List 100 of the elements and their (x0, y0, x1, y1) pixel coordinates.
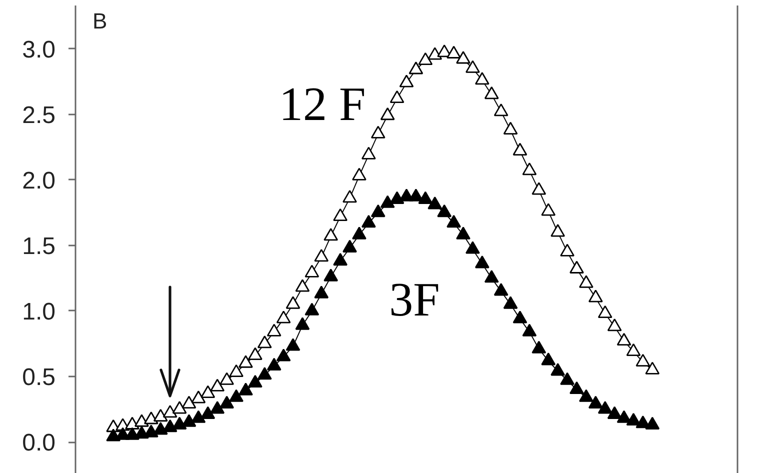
point (512, 310, 528, 324)
point (342, 190, 357, 203)
point (532, 182, 546, 195)
point (238, 382, 253, 396)
point (342, 240, 357, 252)
point (352, 226, 366, 240)
point (295, 279, 310, 292)
point (446, 214, 461, 228)
point (428, 47, 442, 60)
point (541, 203, 556, 216)
point (370, 126, 386, 138)
point (153, 422, 168, 435)
point (503, 296, 518, 309)
point (484, 86, 499, 100)
series-label: 3F (389, 273, 440, 326)
point (408, 62, 424, 74)
point (286, 338, 300, 351)
point (494, 283, 508, 296)
point (418, 52, 433, 66)
point (266, 358, 282, 370)
point (522, 324, 537, 336)
point (494, 103, 508, 116)
point (210, 401, 225, 414)
point (229, 389, 244, 402)
text: B (92, 8, 108, 34)
point (446, 46, 461, 58)
point (466, 241, 480, 254)
point (541, 352, 556, 366)
point (257, 336, 272, 348)
y-tick-label: 1.0 (22, 298, 56, 326)
point (418, 191, 433, 204)
point (210, 378, 225, 392)
point (324, 228, 338, 241)
point (248, 374, 262, 388)
point (238, 355, 253, 368)
point (286, 296, 300, 309)
point (428, 196, 442, 210)
y-tick-label: 2.5 (22, 102, 56, 129)
y-tick-label: 0.5 (22, 364, 56, 391)
point (466, 60, 480, 73)
point (361, 214, 376, 228)
point (229, 364, 244, 378)
point (370, 204, 386, 218)
point (522, 162, 537, 176)
series-label: 12 F (278, 78, 366, 132)
point (598, 401, 612, 414)
point (560, 372, 574, 385)
point (598, 305, 612, 318)
point (399, 74, 414, 88)
point (191, 410, 206, 423)
point (456, 51, 470, 64)
point (550, 224, 566, 237)
point (182, 396, 196, 408)
point (200, 406, 216, 419)
point (134, 414, 149, 427)
point (333, 252, 348, 266)
point (532, 340, 546, 354)
point (172, 401, 187, 414)
point (390, 90, 404, 104)
point (361, 146, 376, 160)
point (153, 408, 168, 422)
y-tick-label: 3.0 (22, 36, 56, 64)
point (578, 275, 594, 288)
point (645, 416, 660, 430)
point (636, 354, 650, 367)
point (560, 244, 574, 256)
point (220, 372, 234, 385)
point (616, 332, 632, 346)
point (456, 226, 470, 240)
point (645, 362, 660, 374)
point (616, 410, 632, 423)
point (314, 248, 329, 262)
point (304, 264, 320, 278)
point (266, 324, 282, 336)
point (172, 416, 187, 430)
point (607, 318, 622, 332)
point (200, 385, 216, 398)
point (314, 286, 329, 298)
point (333, 208, 348, 222)
point (304, 302, 320, 316)
point (484, 270, 499, 283)
point (512, 142, 528, 156)
point (125, 427, 140, 440)
point (474, 72, 490, 85)
point (578, 389, 594, 402)
point (588, 396, 603, 408)
point (182, 414, 196, 427)
point (550, 363, 566, 376)
point (380, 195, 395, 208)
point (162, 404, 178, 418)
point (474, 256, 490, 268)
point (626, 343, 641, 356)
point (295, 317, 310, 330)
point (220, 396, 234, 408)
point (570, 260, 584, 274)
point (352, 168, 366, 180)
y-tick-label: 1.5 (22, 232, 56, 260)
point (380, 107, 395, 120)
point (607, 406, 622, 419)
point (191, 390, 206, 404)
